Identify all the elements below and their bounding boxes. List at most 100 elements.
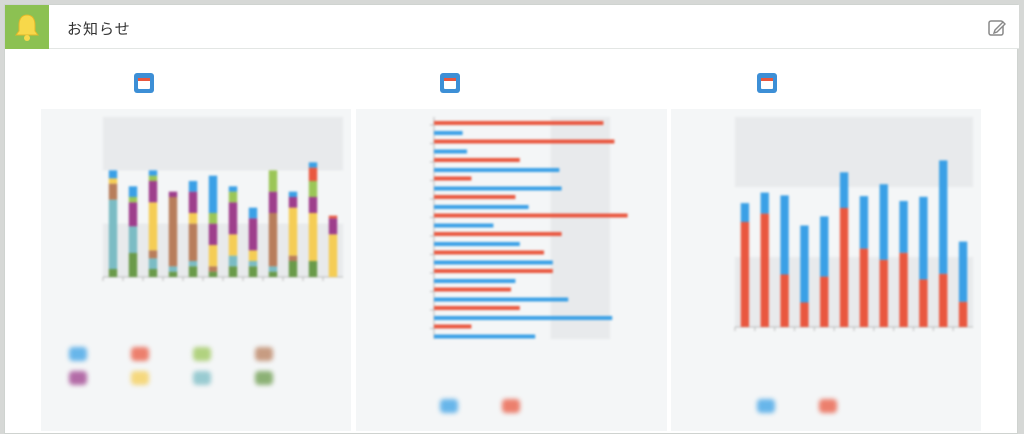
bar bbox=[434, 287, 511, 292]
grid-band bbox=[103, 117, 343, 171]
bar-segment bbox=[208, 266, 218, 272]
legend-swatch bbox=[131, 371, 149, 385]
bar-segment bbox=[128, 202, 138, 227]
bar-segment bbox=[939, 273, 948, 327]
panel-title-3[interactable] bbox=[757, 73, 897, 93]
bar-segment bbox=[958, 301, 968, 327]
bar-segment bbox=[248, 261, 258, 267]
bar-segment bbox=[740, 222, 750, 327]
legend-swatch bbox=[193, 347, 211, 361]
bar-segment bbox=[248, 218, 258, 251]
chart-legend-2 bbox=[440, 399, 590, 419]
bar-segment bbox=[228, 186, 238, 192]
bar-segment bbox=[268, 271, 278, 277]
chart-2 bbox=[356, 109, 667, 431]
bar-segment bbox=[208, 271, 218, 277]
calendar-icon bbox=[134, 73, 154, 93]
bar bbox=[434, 195, 516, 199]
bar-segment bbox=[328, 218, 338, 235]
chart-panel-2 bbox=[356, 61, 667, 431]
bar-segment bbox=[108, 183, 118, 200]
bar-segment bbox=[859, 248, 869, 327]
bar bbox=[434, 139, 615, 144]
bar-segment bbox=[268, 191, 278, 213]
bar-segment bbox=[268, 266, 278, 272]
bar-segment bbox=[268, 213, 278, 267]
bar-segment bbox=[308, 167, 318, 181]
panel-title-1[interactable] bbox=[134, 73, 274, 93]
bar-segment bbox=[879, 259, 888, 327]
bell-icon bbox=[15, 14, 39, 41]
bar-segment bbox=[228, 191, 238, 203]
legend-swatch bbox=[193, 371, 211, 385]
chart-3 bbox=[671, 109, 981, 431]
edit-icon[interactable] bbox=[987, 18, 1007, 38]
bar-segment bbox=[899, 252, 908, 327]
chart-legend-1 bbox=[69, 347, 319, 427]
bar-segment bbox=[208, 213, 218, 224]
bar-segment bbox=[168, 271, 178, 277]
bar-segment bbox=[188, 213, 198, 224]
bar-segment bbox=[108, 199, 118, 269]
legend-swatch bbox=[255, 347, 273, 361]
bar bbox=[434, 306, 520, 310]
widget-header: お知らせ bbox=[5, 5, 1019, 49]
bell-badge bbox=[5, 5, 49, 49]
bar-segment bbox=[919, 196, 928, 280]
bar bbox=[434, 168, 560, 172]
bar bbox=[434, 316, 613, 320]
legend-swatch bbox=[757, 399, 775, 413]
bar-segment bbox=[168, 266, 178, 272]
notice-widget: お知らせ bbox=[4, 4, 1019, 434]
bar-segment bbox=[308, 261, 318, 277]
legend-swatch bbox=[502, 399, 520, 413]
bar-segment bbox=[820, 276, 829, 327]
grid-band bbox=[735, 257, 973, 327]
bar bbox=[434, 121, 604, 125]
bar-segment bbox=[148, 258, 158, 269]
grid-band bbox=[103, 223, 343, 277]
bar-segment bbox=[128, 197, 138, 203]
bar-segment bbox=[839, 208, 849, 327]
bar-segment bbox=[148, 250, 158, 259]
bar-segment bbox=[288, 255, 298, 261]
bar-segment bbox=[208, 245, 218, 267]
bar-segment bbox=[168, 197, 178, 267]
bar bbox=[434, 250, 544, 255]
bar-segment bbox=[188, 223, 198, 261]
bar-segment bbox=[308, 213, 318, 261]
bar-segment bbox=[128, 186, 138, 197]
bar-segment bbox=[108, 269, 118, 277]
bar-segment bbox=[760, 192, 769, 214]
bar-segment bbox=[188, 181, 198, 192]
bar-segment bbox=[108, 178, 118, 184]
legend-swatch bbox=[440, 399, 458, 413]
bar-segment bbox=[308, 181, 318, 197]
bar bbox=[434, 260, 553, 265]
panel-title-2[interactable] bbox=[440, 73, 590, 93]
bar-segment bbox=[328, 215, 338, 219]
bar-segment bbox=[108, 170, 118, 179]
grid-band bbox=[550, 117, 610, 339]
bar-segment bbox=[288, 207, 298, 256]
bar-segment bbox=[958, 241, 968, 302]
bar-segment bbox=[859, 196, 869, 249]
legend-swatch bbox=[819, 399, 837, 413]
bar-segment bbox=[168, 191, 178, 197]
legend-swatch bbox=[255, 371, 273, 385]
bar-segment bbox=[939, 160, 948, 274]
bar-segment bbox=[268, 170, 278, 192]
bar bbox=[434, 269, 553, 273]
bar-segment bbox=[780, 195, 789, 275]
bar bbox=[434, 324, 472, 329]
bar-segment bbox=[328, 234, 338, 277]
bar-segment bbox=[919, 279, 928, 327]
bar-segment bbox=[879, 184, 888, 260]
grid-band bbox=[735, 117, 973, 187]
bar-segment bbox=[760, 213, 769, 327]
bar-segment bbox=[128, 226, 138, 253]
bar-segment bbox=[188, 191, 198, 213]
bar-segment bbox=[839, 172, 849, 208]
bar-segment bbox=[228, 266, 238, 277]
bar-segment bbox=[740, 203, 750, 222]
